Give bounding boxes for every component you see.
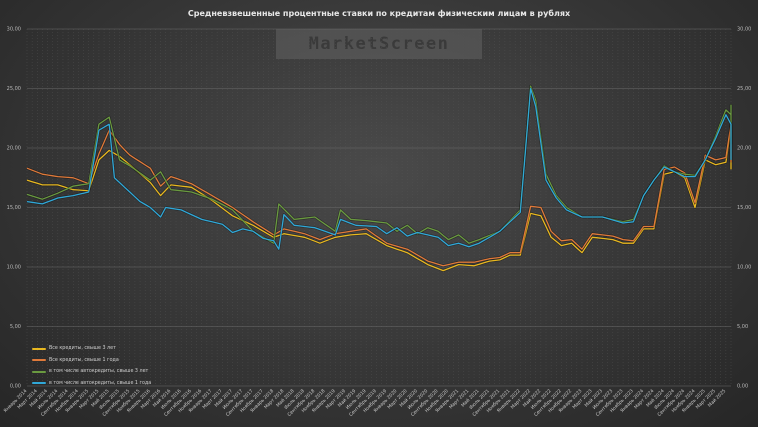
y-tick-label-right: 15,00 <box>737 205 751 211</box>
series-shadow <box>26 84 733 245</box>
y-tick-label-left: 25,00 <box>7 86 21 92</box>
legend-item: в том числе автокредиты, свыше 1 года <box>32 378 151 390</box>
y-tick-label-left: 10,00 <box>7 265 21 271</box>
legend-item: Все кредиты, свыше 3 лет <box>32 343 151 355</box>
y-tick-label-right: 20,00 <box>737 146 751 152</box>
y-tick-label-left: 5,00 <box>10 324 21 330</box>
legend-swatch <box>32 370 46 373</box>
legend-label: в том числе автокредиты, свыше 3 лет <box>49 369 149 375</box>
y-tick-label-right: 25,00 <box>737 86 751 92</box>
watermark: MarketScreen <box>276 29 482 59</box>
y-tick-label-right: 5,00 <box>737 324 748 330</box>
y-tick-label-right: 30,00 <box>737 27 751 33</box>
legend-label: в том числе автокредиты, свыше 1 года <box>49 380 152 386</box>
y-tick-label-right: 0,00 <box>737 384 748 390</box>
series-line-0 <box>26 125 732 272</box>
legend-label: Все кредиты, свыше 1 года <box>49 357 119 363</box>
legend-item: в том числе автокредиты, свыше 3 лет <box>32 366 151 378</box>
legend-swatch <box>32 359 46 362</box>
chart-title: Средневзвешенные процентные ставки по кр… <box>187 9 571 18</box>
legend: Все кредиты, свыше 3 лет Все кредиты, свы… <box>32 343 151 389</box>
legend-label: Все кредиты, свыше 3 лет <box>49 346 116 352</box>
y-tick-label-right: 10,00 <box>737 265 751 271</box>
series-line-1 <box>26 123 732 267</box>
series-line-3 <box>26 87 732 250</box>
legend-swatch <box>32 382 46 385</box>
y-tick-label-left: 30,00 <box>7 27 21 33</box>
legend-swatch <box>32 347 46 350</box>
series-line-2 <box>26 85 732 244</box>
y-tick-label-left: 15,00 <box>7 205 21 211</box>
y-tick-label-left: 20,00 <box>7 146 21 152</box>
legend-item: Все кредиты, свыше 1 года <box>32 355 151 367</box>
y-tick-label-left: 0,00 <box>10 384 21 390</box>
